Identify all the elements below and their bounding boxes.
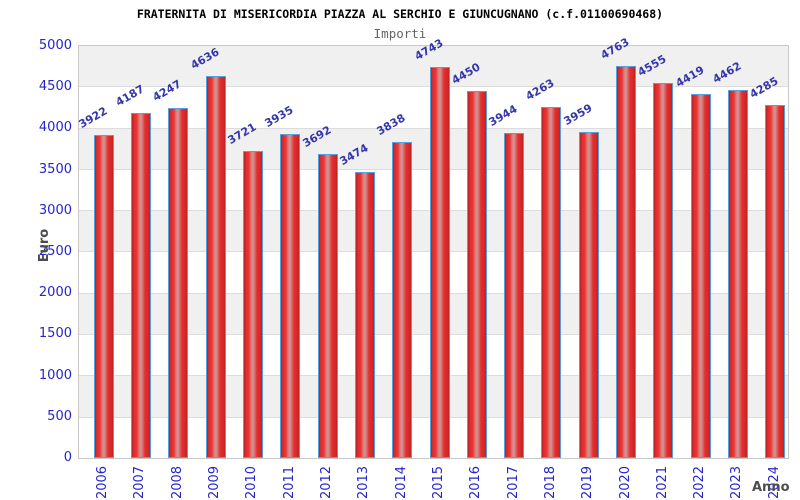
y-tick-label-1500: 1500 bbox=[38, 326, 72, 342]
x-tick-text: 2012 bbox=[319, 465, 335, 499]
x-tick-label-2019: 2019 bbox=[568, 462, 608, 500]
x-tick-label-2011: 2011 bbox=[269, 462, 309, 500]
y-tick-label-4000: 4000 bbox=[38, 120, 72, 136]
x-axis-title: Anno bbox=[752, 480, 790, 495]
bar-2011 bbox=[280, 134, 301, 458]
x-tick-label-2018: 2018 bbox=[530, 462, 570, 500]
x-tick-label-2013: 2013 bbox=[344, 462, 384, 500]
y-tick-label-3000: 3000 bbox=[38, 202, 72, 218]
x-tick-label-2021: 2021 bbox=[642, 462, 682, 500]
x-tick-label-2010: 2010 bbox=[232, 462, 272, 500]
y-tick-label-4500: 4500 bbox=[38, 79, 72, 95]
y-tick-label-2500: 2500 bbox=[38, 244, 72, 259]
x-tick-text: 2023 bbox=[729, 465, 745, 499]
x-tick-label-2012: 2012 bbox=[307, 462, 347, 500]
bar-2008 bbox=[168, 108, 189, 458]
y-tick-label-5000: 5000 bbox=[38, 38, 72, 53]
x-tick-text: 2019 bbox=[580, 465, 596, 499]
x-tick-text: 2011 bbox=[281, 465, 297, 499]
bar-2015 bbox=[429, 67, 450, 458]
x-tick-text: 2021 bbox=[654, 465, 670, 499]
x-tick-label-2014: 2014 bbox=[381, 462, 421, 500]
x-tick-text: 2020 bbox=[617, 465, 633, 499]
bar-2017 bbox=[504, 133, 525, 458]
x-tick-label-2017: 2017 bbox=[493, 462, 533, 500]
x-tick-text: 2009 bbox=[207, 465, 223, 499]
x-tick-text: 2010 bbox=[244, 465, 260, 499]
chart-subtitle: Importi bbox=[373, 26, 427, 41]
x-tick-label-2008: 2008 bbox=[157, 462, 197, 500]
x-tick-text: 2015 bbox=[431, 465, 446, 499]
bar-2020 bbox=[616, 66, 637, 458]
x-tick-label-2016: 2016 bbox=[456, 462, 496, 500]
y-tick-label-1000: 1000 bbox=[38, 367, 72, 383]
x-tick-text: 2008 bbox=[169, 465, 185, 499]
x-tick-text: 2018 bbox=[542, 465, 558, 499]
x-tick-label-2015: 2015 bbox=[419, 462, 459, 500]
y-tick-label-3500: 3500 bbox=[38, 161, 72, 177]
x-tick-label-2009: 2009 bbox=[195, 462, 235, 500]
x-tick-text: 2007 bbox=[132, 465, 148, 499]
y-tick-label-2000: 2000 bbox=[38, 285, 72, 301]
x-tick-text: 2006 bbox=[95, 465, 111, 499]
bar-2014 bbox=[392, 142, 413, 458]
bar-2012 bbox=[317, 154, 338, 458]
x-tick-label-2006: 2006 bbox=[83, 462, 123, 500]
bar-2024 bbox=[765, 105, 786, 458]
bar-2010 bbox=[242, 151, 263, 458]
bar-2023 bbox=[728, 90, 749, 458]
x-tick-text: 2016 bbox=[468, 465, 484, 499]
plot-area: 3922 4187 4247 4636 3721 3935 3692 3474 3838 4743… bbox=[76, 35, 789, 459]
x-tick-label-2007: 2007 bbox=[120, 462, 160, 500]
x-tick-text: 2013 bbox=[356, 465, 372, 499]
bar-2021 bbox=[653, 83, 674, 458]
bar-2007 bbox=[130, 113, 151, 458]
x-tick-label-2020: 2020 bbox=[605, 462, 645, 500]
y-tick-label-0: 0 bbox=[63, 450, 72, 465]
bar-2006 bbox=[93, 135, 114, 458]
x-tick-text: 2017 bbox=[505, 465, 521, 499]
bar-2013 bbox=[354, 172, 375, 458]
y-tick-label-500: 500 bbox=[47, 408, 72, 424]
x-tick-text: 2014 bbox=[393, 465, 409, 499]
chart-title: FRATERNITA DI MISERICORDIA PIAZZA AL SER… bbox=[136, 7, 664, 21]
bar-2022 bbox=[690, 94, 711, 458]
bar-2009 bbox=[205, 76, 226, 458]
bar-2019 bbox=[578, 132, 599, 458]
x-tick-label-2022: 2022 bbox=[680, 462, 720, 500]
bar-2018 bbox=[541, 107, 562, 458]
x-tick-text: 2022 bbox=[692, 465, 708, 499]
y-axis-title: Euro bbox=[37, 228, 53, 262]
bar-2016 bbox=[466, 91, 487, 458]
